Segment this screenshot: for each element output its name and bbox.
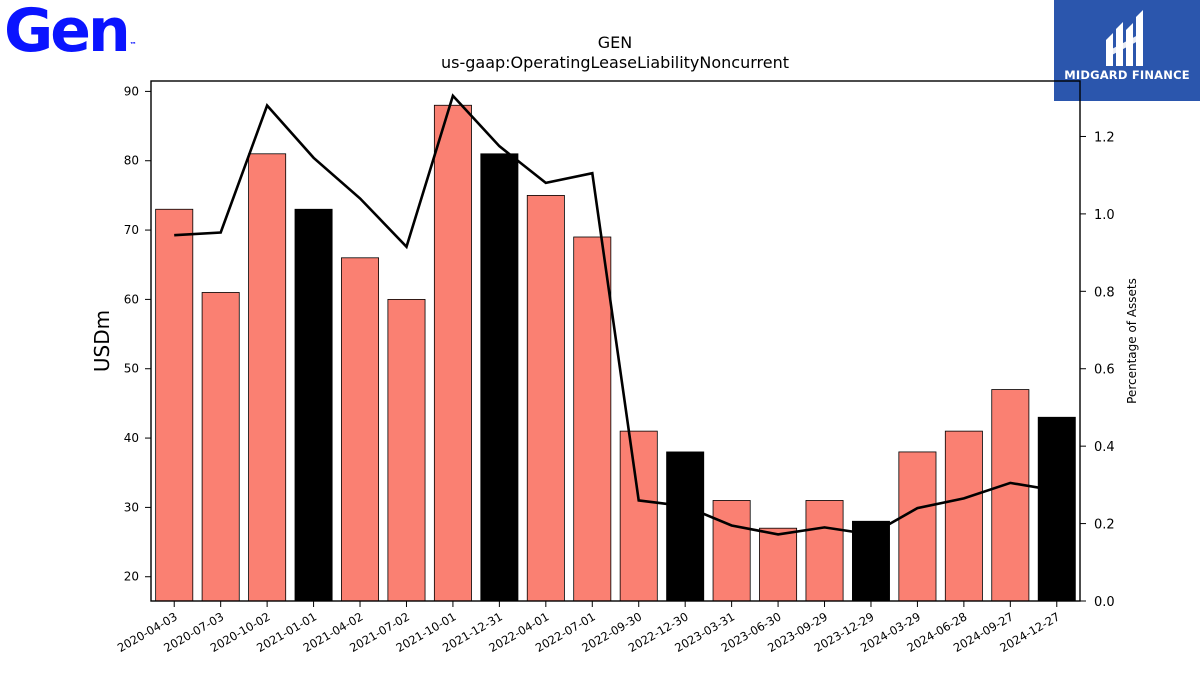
y-tick-label: 50 bbox=[124, 362, 139, 376]
y-axis-label: USDm bbox=[90, 310, 114, 372]
y-tick-label: 30 bbox=[124, 500, 139, 514]
bar-2020-07-03 bbox=[201, 292, 240, 602]
company-logo-trademark: ™ bbox=[129, 41, 137, 49]
x-axis-ticks: 2020-04-032020-07-032020-10-022021-01-01… bbox=[115, 601, 1062, 655]
left-axis-ticks: 20 30 40 50 60 70 80 90 bbox=[124, 84, 151, 584]
y2-tick-label: 0.6 bbox=[1094, 363, 1115, 378]
publisher-logo-mark bbox=[1054, 0, 1200, 101]
bar-2021-10-01 bbox=[433, 104, 472, 602]
line-series bbox=[174, 93, 1058, 536]
y2-tick-label: 0.8 bbox=[1094, 285, 1115, 300]
bar-2023-03-31 bbox=[712, 500, 751, 602]
bar-2024-09-27 bbox=[991, 389, 1030, 602]
y-tick-label: 40 bbox=[124, 431, 139, 445]
y-tick-label: 90 bbox=[124, 84, 139, 98]
bar-2023-09-29 bbox=[805, 500, 844, 602]
bar-2020-10-02 bbox=[248, 153, 287, 602]
y2-tick-label: 1.0 bbox=[1094, 208, 1115, 223]
y-tick-label: 60 bbox=[124, 292, 139, 306]
chart-subtitle: us-gaap:OperatingLeaseLiabilityNoncurren… bbox=[440, 53, 790, 72]
bar-2024-03-29 bbox=[898, 451, 937, 602]
company-logo-text: Gen bbox=[4, 0, 131, 66]
chart-title: GEN bbox=[597, 33, 633, 52]
y-tick-label: 80 bbox=[124, 154, 139, 168]
bar-2021-01-01 bbox=[294, 208, 333, 602]
bar-2022-09-30 bbox=[619, 430, 658, 602]
bar-2022-04-01 bbox=[526, 194, 565, 602]
publisher-logo-text: MIDGARD FINANCE bbox=[1064, 68, 1190, 82]
bar-series bbox=[155, 104, 1076, 602]
bar-2021-07-02 bbox=[387, 298, 426, 602]
y2-tick-label: 0.4 bbox=[1094, 440, 1115, 455]
bar-2020-04-03 bbox=[155, 208, 194, 602]
y2-tick-label: 0.0 bbox=[1094, 595, 1115, 610]
publisher-logo: MIDGARD FINANCE bbox=[1054, 0, 1200, 101]
y-tick-label: 20 bbox=[124, 570, 139, 584]
company-logo: Gen ™ bbox=[4, 0, 137, 62]
bar-2022-12-30 bbox=[666, 451, 705, 602]
bar-2022-07-01 bbox=[573, 236, 612, 602]
plot-frame bbox=[150, 80, 1081, 602]
y2-axis-label: Percentage of Assets bbox=[1125, 278, 1139, 404]
y-tick-label: 70 bbox=[124, 223, 139, 237]
bar-2024-06-28 bbox=[944, 430, 983, 602]
bar-2021-12-31 bbox=[480, 153, 519, 602]
bar-2024-12-27 bbox=[1037, 416, 1076, 602]
y2-tick-label: 0.2 bbox=[1094, 518, 1115, 533]
bar-2021-04-02 bbox=[341, 257, 380, 602]
y2-tick-label: 1.2 bbox=[1094, 130, 1115, 145]
right-axis-ticks: 0.0 0.2 0.4 0.6 0.8 1.0 1.2 bbox=[1080, 130, 1115, 610]
line-path bbox=[174, 93, 1058, 536]
bar-2023-06-30 bbox=[759, 527, 798, 602]
